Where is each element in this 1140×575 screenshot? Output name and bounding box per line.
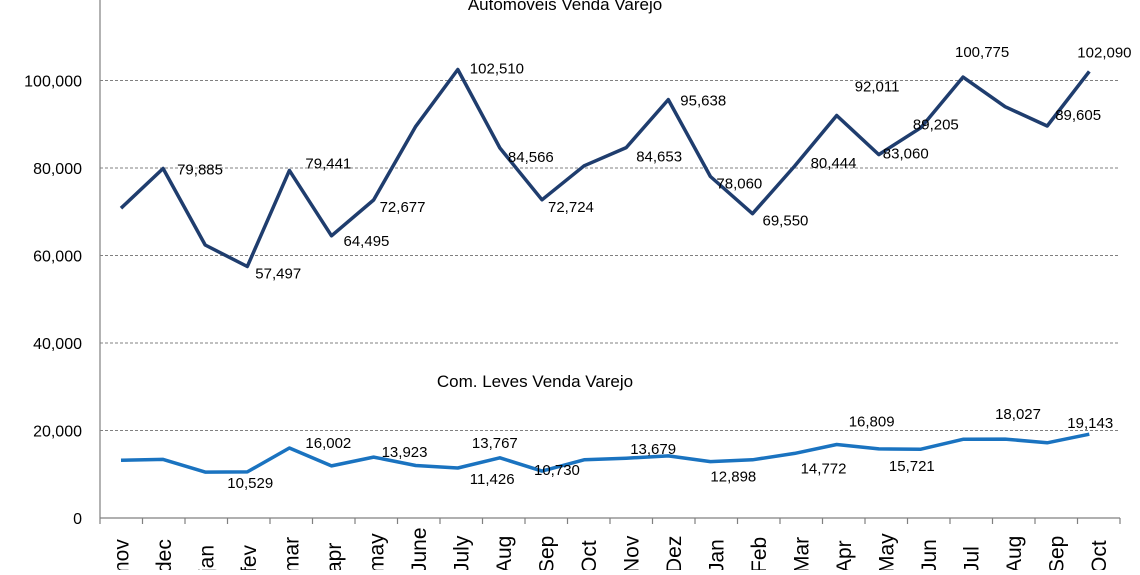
series-title-automoveis: Automoveis Venda Varejo <box>468 0 662 14</box>
x-tick-label: June <box>408 527 431 570</box>
data-label: 79,885 <box>177 162 223 179</box>
x-tick-label: may <box>365 533 388 570</box>
x-tick-label: May <box>875 533 898 570</box>
data-label: 57,497 <box>255 265 301 282</box>
data-label: 69,550 <box>763 213 809 230</box>
data-label: 64,495 <box>344 233 390 250</box>
data-label: 16,002 <box>305 435 351 452</box>
data-label: 102,510 <box>470 61 524 78</box>
data-label: 72,677 <box>380 199 426 216</box>
data-label: 92,011 <box>855 78 900 95</box>
x-tick-label: mar <box>280 537 303 570</box>
y-tick-label: 60,000 <box>33 249 82 266</box>
data-label: 79,441 <box>305 155 351 172</box>
x-tick-label: Oct <box>578 540 601 570</box>
x-tick-label: Sep <box>535 536 558 570</box>
series-line-1 <box>120 432 1090 474</box>
data-label: 19,143 <box>1067 415 1113 432</box>
y-tick-label: 0 <box>73 511 82 528</box>
x-tick-label: July <box>450 535 473 570</box>
data-label: 83,060 <box>883 146 929 163</box>
y-tick-label: 40,000 <box>33 336 82 353</box>
x-tick-label: Sep <box>1045 536 1068 570</box>
data-label: 84,653 <box>636 149 682 166</box>
data-label: 11,426 <box>470 471 515 488</box>
data-label: 100,775 <box>955 44 1009 61</box>
x-tick-label: Mar <box>790 537 813 570</box>
data-label: 89,205 <box>913 117 959 134</box>
data-label: 13,767 <box>472 435 518 452</box>
x-tick-label: Aug <box>1003 536 1026 570</box>
x-tick-label: jan <box>195 545 218 570</box>
x-tick-label: Oct <box>1088 540 1111 570</box>
x-tick-label: fev <box>238 544 261 570</box>
data-label: 80,444 <box>811 155 857 172</box>
series-title-com-leves: Com. Leves Venda Varejo <box>437 372 633 391</box>
y-tick-label: 20,000 <box>33 424 82 441</box>
data-label: 10,529 <box>227 475 273 492</box>
x-tick-label: Aug <box>493 536 516 570</box>
x-tick-label: Jun <box>918 539 941 570</box>
data-label: 14,772 <box>801 460 847 477</box>
y-tick-label: 80,000 <box>33 161 82 178</box>
data-label: 84,566 <box>508 149 554 166</box>
x-tick-label: apr <box>323 543 346 570</box>
x-tick-label: Nov <box>620 535 643 570</box>
data-label: 15,721 <box>889 458 935 475</box>
data-label: 72,724 <box>548 199 594 216</box>
data-label: 102,090 <box>1077 44 1131 61</box>
data-label: 18,027 <box>995 406 1041 423</box>
y-tick-label: 100,000 <box>24 74 82 91</box>
x-tick-label: nov <box>110 539 133 570</box>
x-tick-label: dec <box>153 539 176 570</box>
x-tick-label: Dez <box>663 536 686 570</box>
x-tick-label: Jan <box>705 539 728 570</box>
data-label: 89,605 <box>1055 107 1101 124</box>
data-label: 10,730 <box>534 462 580 479</box>
data-label: 95,638 <box>680 93 726 110</box>
data-label: 12,898 <box>710 469 756 486</box>
x-tick-label: Jul <box>960 546 983 570</box>
data-label: 16,809 <box>849 413 895 430</box>
series-line-0 <box>119 67 1091 269</box>
data-label: 78,060 <box>716 175 762 192</box>
data-label: 13,679 <box>630 441 676 458</box>
data-label: 13,923 <box>382 444 428 461</box>
x-tick-label: Feb <box>748 537 771 570</box>
x-tick-label: Apr <box>833 540 856 570</box>
